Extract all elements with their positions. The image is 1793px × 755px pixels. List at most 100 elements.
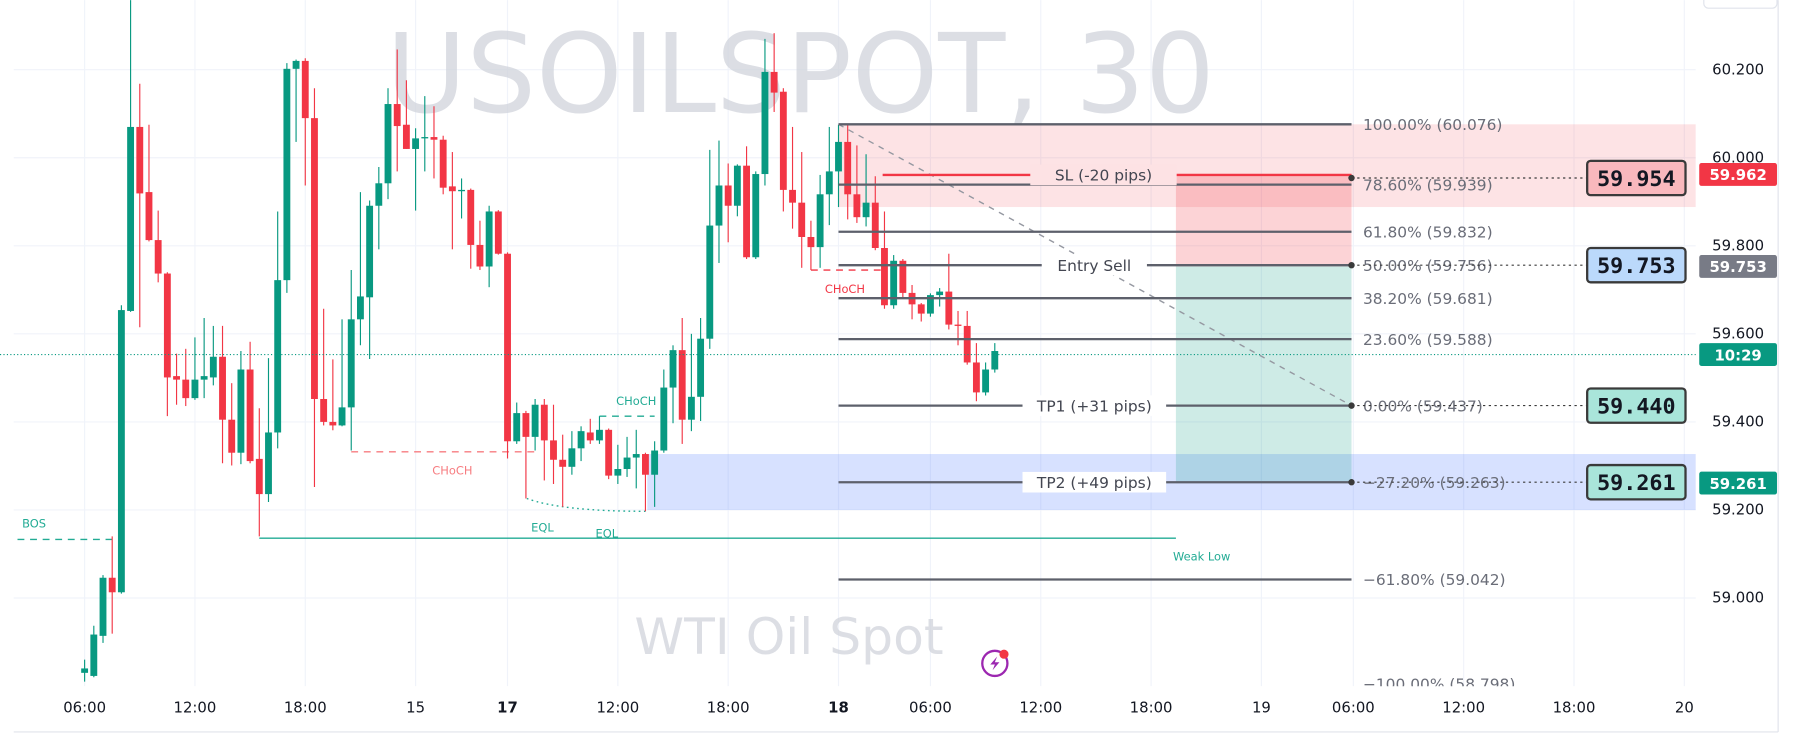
candle-body: [522, 413, 530, 437]
candle-body: [485, 211, 493, 267]
candle-bullish: [265, 358, 272, 503]
candle-body: [81, 668, 89, 673]
candle-bearish: [642, 452, 649, 512]
candle-body: [182, 379, 190, 399]
fib-level-label: 38.20% (59.681): [1363, 290, 1493, 308]
candle-bullish: [117, 305, 125, 594]
candle-body: [136, 126, 144, 194]
candle-body: [228, 419, 236, 453]
stop-loss-area: [1175, 174, 1352, 267]
candle-bullish: [356, 192, 364, 346]
callout-price: 59.954: [1597, 167, 1675, 192]
fib-level-label: −27.20% (59.263): [1363, 474, 1506, 492]
candle-body: [219, 356, 226, 420]
candle-body: [513, 413, 521, 442]
lightning-icon[interactable]: [981, 649, 1009, 678]
candle-bearish: [871, 176, 879, 251]
candle-body: [687, 396, 695, 420]
market-structure-layer: BOS CHoCH CHoCH CHoCH Weak Low EQL EQL: [17, 269, 1230, 563]
candle-body: [163, 273, 171, 378]
candle-bearish: [881, 211, 888, 309]
candle-body: [366, 205, 374, 298]
candle-bullish: [733, 164, 741, 217]
candle-bullish: [651, 441, 659, 507]
price-badge-text: 59.962: [1709, 166, 1766, 184]
candle-bearish: [108, 536, 116, 634]
candle-body: [715, 185, 723, 226]
fib-level-label: 78.60% (59.939): [1363, 176, 1493, 194]
fib-level-label: 50.00% (59.756): [1363, 257, 1493, 275]
candle-bullish: [761, 38, 769, 186]
candle-body: [494, 211, 502, 254]
candle-body: [862, 202, 870, 218]
candle-body: [375, 183, 383, 206]
candle-bullish: [99, 575, 107, 643]
candle-body: [632, 454, 640, 458]
price-tick-label: 59.400: [1712, 412, 1764, 430]
candle-bearish: [972, 343, 980, 402]
time-axis[interactable]: [0, 686, 1696, 730]
price-callout: 59.954: [1348, 159, 1687, 197]
time-tick-label: 18:00: [1130, 699, 1173, 717]
candle-body: [504, 253, 511, 442]
candle-body: [724, 185, 732, 206]
candle-bearish: [430, 106, 438, 179]
candle-body: [246, 369, 254, 462]
candle-body: [384, 104, 392, 184]
candle-bearish: [724, 163, 732, 243]
candle-bullish: [531, 399, 539, 451]
candle-body: [209, 356, 217, 378]
candle-bullish: [412, 128, 420, 211]
candle-bullish: [338, 319, 346, 427]
trade-label-bg: [1022, 395, 1167, 416]
candle-body: [265, 432, 272, 495]
candle-body: [393, 104, 401, 127]
fib-retracement[interactable]: 100.00% (60.076) 78.60% (59.939) 61.80% (5…: [838, 116, 1516, 694]
trade-label: SL (-20 pips): [1055, 167, 1152, 185]
candle-bullish: [890, 255, 898, 309]
short-position-tool[interactable]: [1175, 174, 1352, 484]
candle-bullish: [283, 63, 291, 293]
candle-bullish: [706, 149, 714, 349]
candle-bullish: [577, 426, 585, 462]
symbol-watermark: USOILSPOT, 30 WTI Oil Spot: [386, 10, 1215, 666]
candle-bearish: [476, 220, 484, 271]
candle-bearish: [770, 33, 778, 112]
trade-label: TP1 (+31 pips): [1036, 397, 1152, 415]
price-badge-text: 59.261: [1709, 475, 1766, 493]
price-tick-label: 59.800: [1712, 236, 1764, 254]
candle-body: [540, 404, 548, 441]
candle-bearish: [182, 348, 190, 407]
candle-body: [936, 291, 944, 296]
candle-bullish: [982, 362, 990, 396]
candle-bullish: [200, 318, 208, 399]
candle-bearish: [393, 49, 401, 172]
candle-bullish: [458, 178, 465, 219]
candle-bullish: [816, 174, 824, 268]
candle-body: [292, 60, 300, 69]
candle-bearish: [963, 310, 971, 365]
candle-bearish: [605, 428, 613, 480]
candle-body: [356, 296, 364, 320]
candle-body: [623, 457, 631, 470]
candle-bearish: [586, 418, 594, 444]
candle-bullish: [90, 625, 98, 678]
candle-bearish: [320, 308, 328, 426]
candle-body: [347, 319, 355, 408]
axis-settings-button[interactable]: [1703, 0, 1778, 9]
candle-body: [752, 174, 760, 258]
candle-bearish: [163, 272, 171, 417]
price-badge-text: 59.753: [1709, 258, 1766, 276]
candle-body: [660, 387, 668, 451]
candle-bullish: [687, 333, 695, 432]
candle-body: [844, 141, 852, 195]
candle-bullish: [632, 429, 640, 489]
candle-body: [651, 450, 659, 475]
callout-price: 59.261: [1597, 471, 1675, 496]
trade-label-bg: [1041, 254, 1147, 276]
candle-bullish: [715, 140, 723, 263]
candle-bullish: [614, 444, 622, 484]
candle-bullish: [568, 431, 576, 475]
candle-body: [972, 362, 980, 393]
